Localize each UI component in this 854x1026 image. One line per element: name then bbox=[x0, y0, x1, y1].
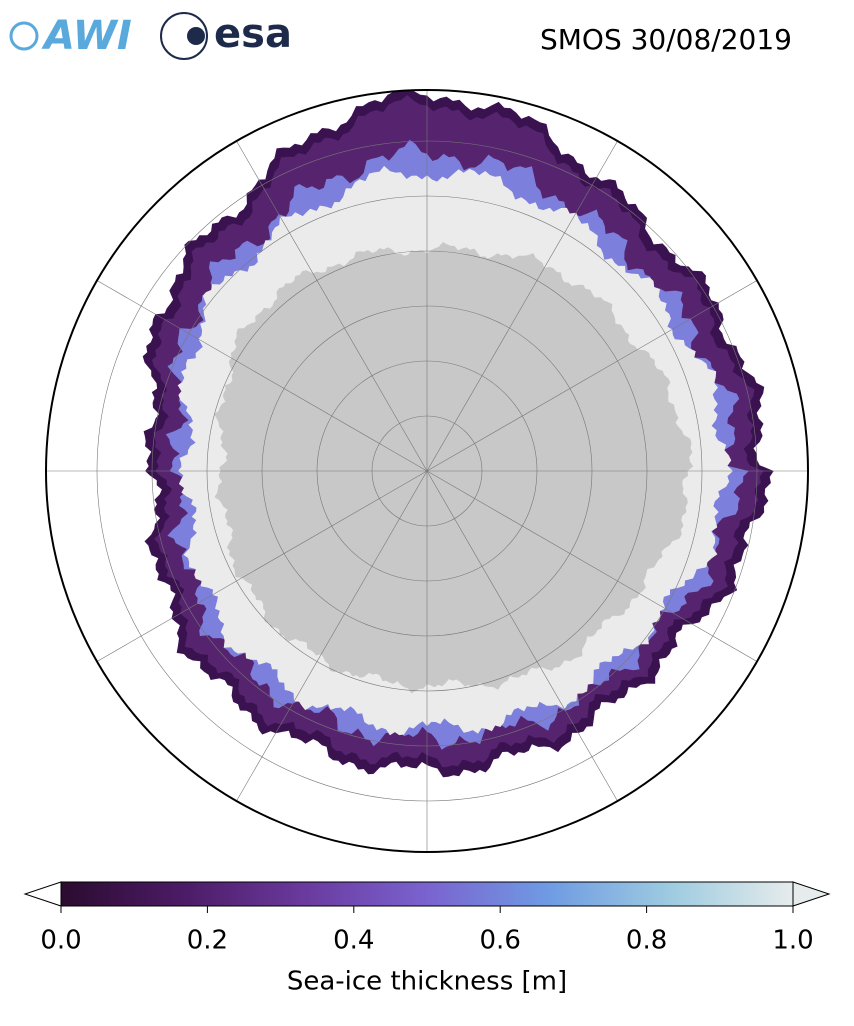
colorbar-under bbox=[23, 881, 62, 907]
colorbar-gradient bbox=[60, 881, 794, 907]
tick-label: 0.2 bbox=[187, 926, 228, 956]
tick-label: 0.4 bbox=[333, 926, 374, 956]
logo-text: AWI bbox=[41, 13, 132, 59]
graticule bbox=[89, 275, 765, 667]
map-border bbox=[45, 89, 809, 853]
colorbar-label: Sea-ice thickness [m] bbox=[287, 967, 567, 997]
esa-logo: esa bbox=[160, 11, 292, 60]
awi-logo: AWI bbox=[9, 13, 132, 59]
logo-text: esa bbox=[214, 11, 292, 57]
tick-label: 0.6 bbox=[480, 926, 521, 956]
continent bbox=[214, 242, 694, 694]
title: SMOS 30/08/2019 bbox=[540, 23, 792, 56]
colorbar: 0.0 0.2 0.4 0.6 0.8 1.0 bbox=[23, 881, 831, 956]
tick-label: 0.0 bbox=[40, 926, 81, 956]
map bbox=[46, 90, 808, 852]
colorbar-over bbox=[792, 881, 831, 907]
tick-label: 0.8 bbox=[626, 926, 667, 956]
tick-label: 1.0 bbox=[772, 926, 813, 956]
